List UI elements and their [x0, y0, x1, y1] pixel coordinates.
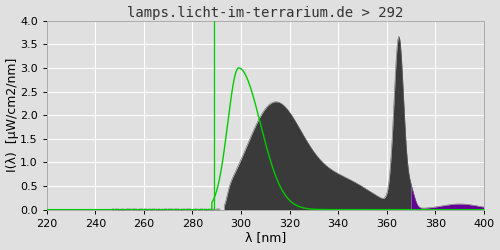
X-axis label: λ [nm]: λ [nm]: [244, 232, 286, 244]
Title: lamps.licht-im-terrarium.de > 292: lamps.licht-im-terrarium.de > 292: [127, 6, 404, 20]
Y-axis label: I(λ)  [μW/cm2/nm]: I(λ) [μW/cm2/nm]: [6, 58, 18, 172]
